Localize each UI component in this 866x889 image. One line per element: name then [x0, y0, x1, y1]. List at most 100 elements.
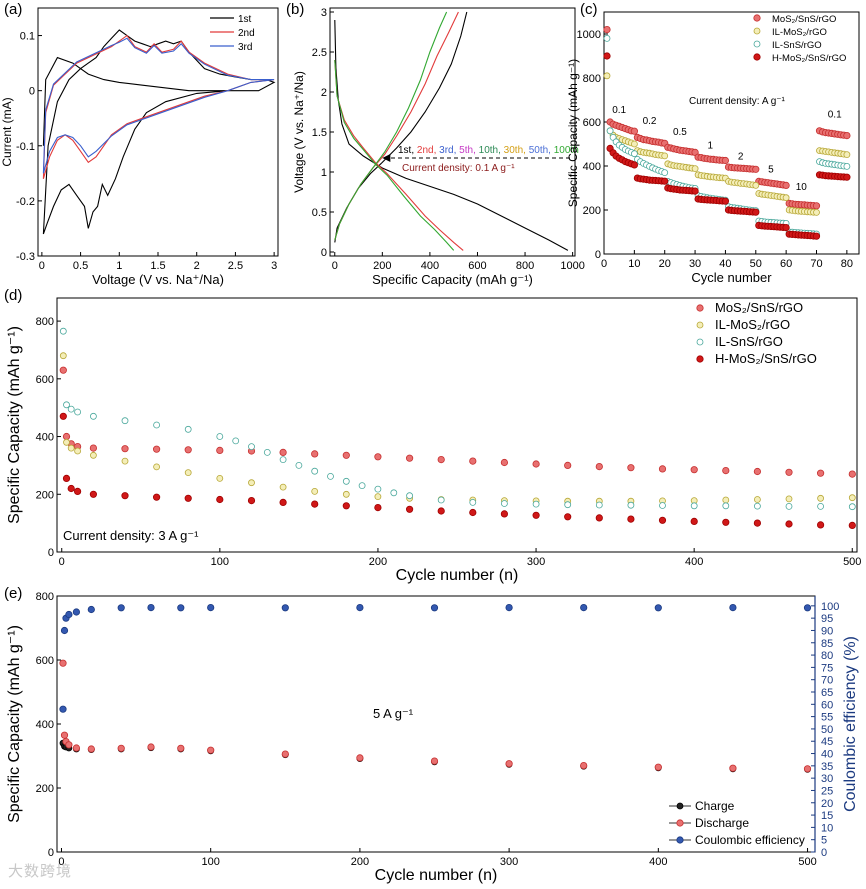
d-legend-label: IL-MoS₂/rGO	[715, 317, 790, 332]
e-data-point	[281, 750, 289, 758]
e-data-point	[430, 604, 439, 612]
c-data-point	[843, 151, 851, 159]
d-data-point	[216, 495, 224, 504]
c-ytick-label: 600	[583, 117, 601, 129]
d-data-point	[279, 498, 287, 506]
d-data-point	[74, 408, 81, 416]
e-data-point	[580, 761, 588, 770]
c-rate-label: 10	[796, 182, 808, 193]
c-data-point	[631, 140, 638, 148]
c-data-point	[752, 181, 760, 189]
d-xtick-label: 200	[369, 556, 387, 568]
c-data-point	[630, 161, 639, 169]
b-arrowhead	[382, 154, 391, 162]
e-right-tick-label: 50	[821, 724, 833, 736]
e-legend-marker	[676, 836, 684, 844]
c-data-point	[721, 197, 730, 205]
e-right-tick-label: 0	[821, 847, 827, 859]
e-right-tick-label: 15	[821, 810, 833, 822]
d-data-point	[67, 405, 75, 413]
d-data-point	[374, 485, 382, 493]
panel-label-a: (a)	[4, 1, 22, 18]
e-right-tick-label: 45	[821, 736, 833, 748]
e-right-tick-label: 100	[821, 601, 839, 613]
e-series-filled-circle-black	[59, 739, 811, 773]
d-data-point	[59, 352, 67, 360]
d-data-point	[216, 446, 224, 454]
e-data-point	[803, 765, 812, 773]
e-xtick-label: 400	[649, 856, 667, 868]
d-series-filled-circle-dark	[59, 412, 856, 530]
b-xtick-label: 200	[373, 260, 391, 272]
d-data-point	[658, 516, 667, 524]
a-series-line	[42, 34, 275, 179]
e-right-tick-label: 30	[821, 773, 833, 785]
e-ytick-label: 800	[36, 591, 54, 603]
e-yaxis-label: Specific Capacity (mAh g⁻¹)	[6, 625, 23, 823]
b-ytick-label: 2	[321, 87, 327, 99]
a-series-line	[42, 29, 276, 235]
d-data-point	[690, 517, 698, 526]
c-data-point	[661, 169, 669, 177]
d-data-point	[785, 502, 793, 510]
d-data-point	[848, 470, 856, 478]
d-data-point	[279, 456, 287, 464]
d-data-point	[754, 502, 761, 510]
d-data-point	[153, 493, 161, 501]
c-data-point	[812, 232, 821, 240]
c-data-point	[691, 187, 699, 195]
b-cycle-label: 10th,	[479, 145, 504, 156]
d-data-point	[405, 454, 414, 462]
c-xtick-label: 0	[601, 258, 607, 270]
d-series-open-circle-olive	[59, 352, 856, 505]
b-plot-frame	[329, 7, 576, 257]
c-data-point	[691, 165, 699, 173]
d-data-point	[89, 444, 98, 452]
d-data-point	[374, 453, 382, 461]
e-ytick-label: 200	[36, 783, 54, 795]
c-data-point	[606, 127, 614, 135]
e-data-point	[117, 604, 125, 612]
d-series-filled-circle-light	[59, 366, 856, 478]
e-data-point	[60, 626, 69, 635]
e-right-tick-label: 60	[821, 699, 833, 711]
e-xtick-label: 100	[202, 856, 220, 868]
d-ytick-label: 400	[36, 432, 54, 444]
d-data-point	[311, 487, 319, 495]
d-data-point	[184, 469, 192, 477]
panel-label-e: (e)	[4, 585, 22, 602]
e-data-point	[117, 744, 125, 752]
d-legend-label: MoS₂/SnS/rGO	[715, 300, 803, 315]
d-data-point	[469, 498, 477, 506]
d-data-point	[437, 455, 445, 464]
d-data-point	[564, 513, 572, 521]
d-data-point	[722, 502, 730, 510]
c-series-filled-circle-dark	[603, 52, 851, 240]
d-data-point	[437, 507, 445, 515]
d-data-point	[216, 474, 224, 482]
b-current-density: Current density: 0.1 A g⁻¹	[402, 163, 515, 174]
d-data-point	[263, 448, 271, 456]
c-rate-label: 0.5	[673, 127, 687, 138]
d-data-point	[564, 501, 572, 509]
c-legend-marker	[753, 27, 761, 35]
c-rate-label: 1	[707, 140, 713, 151]
c-xaxis-label: Cycle number	[691, 270, 772, 285]
b-series-line	[334, 19, 569, 251]
e-right-tick-label: 90	[821, 625, 833, 637]
d-data-point	[848, 494, 856, 502]
e-data-point	[207, 603, 215, 612]
d-data-point	[627, 515, 635, 523]
b-series-line	[334, 11, 468, 243]
c-rate-label: 0.1	[612, 105, 626, 116]
b-cycle-label: 50th,	[529, 145, 554, 156]
b-yaxis-label: Voltage (V vs. Na⁺/Na)	[292, 71, 306, 193]
c-xtick-label: 30	[689, 258, 701, 270]
d-data-point	[342, 451, 350, 459]
d-data-point	[532, 500, 540, 508]
d-legend-marker	[696, 338, 704, 346]
d-data-point	[342, 477, 350, 485]
d-data-point	[62, 432, 71, 441]
e-right-tick-label: 65	[821, 687, 833, 699]
e-annotation: 5 A g⁻¹	[373, 706, 414, 721]
